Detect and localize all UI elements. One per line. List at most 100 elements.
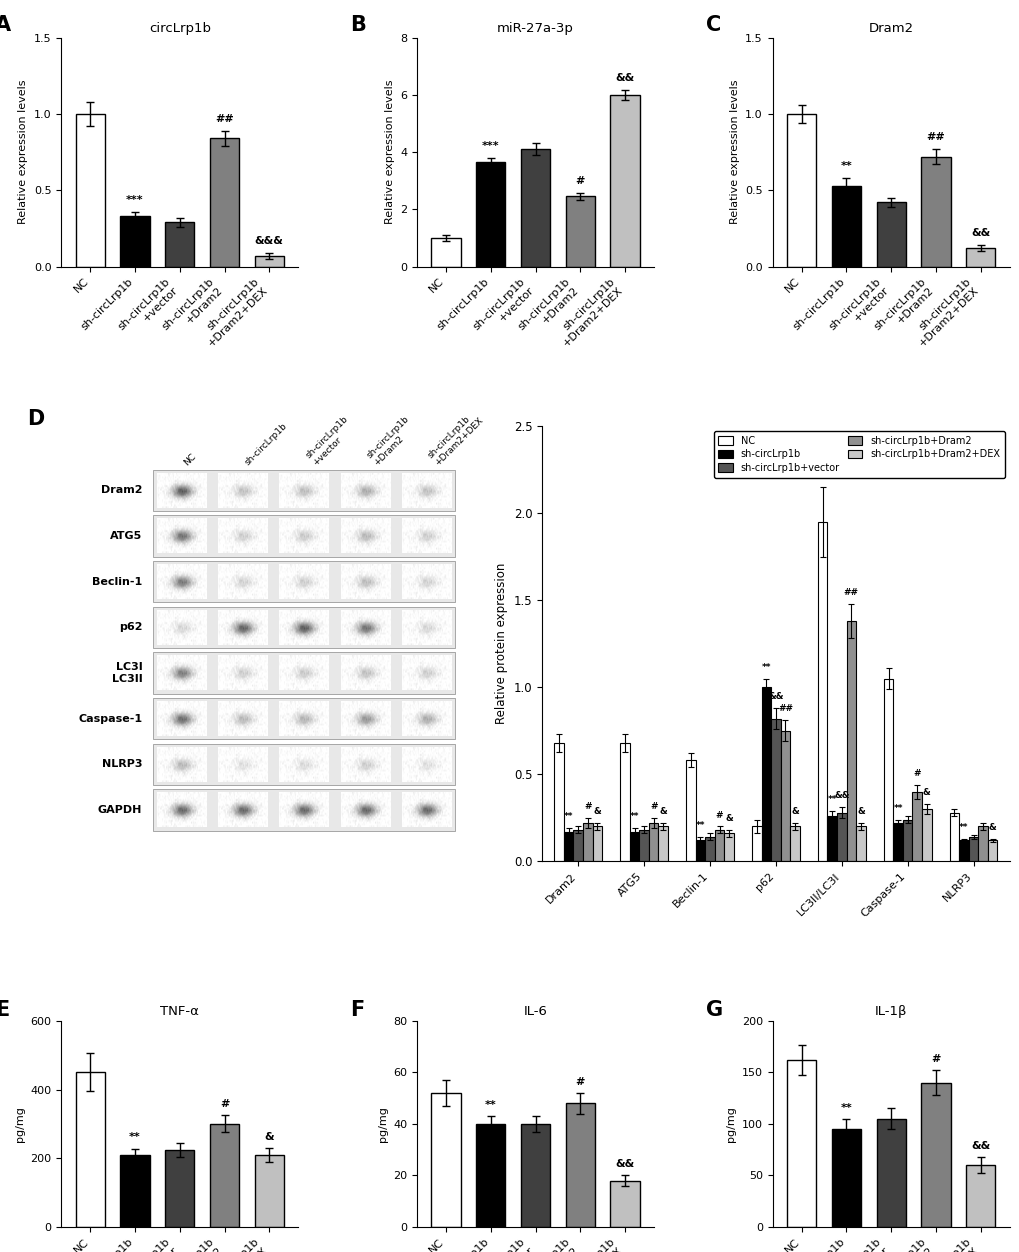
FancyBboxPatch shape: [153, 470, 454, 511]
Bar: [882, 679, 893, 861]
Text: ***: ***: [481, 141, 499, 151]
Text: GAPDH: GAPDH: [98, 805, 143, 815]
Y-axis label: pg/mg: pg/mg: [377, 1106, 387, 1142]
Text: F: F: [351, 1000, 365, 1020]
Y-axis label: pg/mg: pg/mg: [726, 1106, 736, 1142]
Bar: [255, 255, 283, 267]
Title: miR-27a-3p: miR-27a-3p: [496, 23, 574, 35]
Text: D: D: [28, 408, 44, 428]
Bar: [686, 760, 695, 861]
Text: &: &: [658, 808, 666, 816]
Text: &: &: [593, 808, 600, 816]
Bar: [920, 156, 950, 267]
Text: sh-circLrp1b
+Dram2: sh-circLrp1b +Dram2: [365, 414, 418, 467]
Bar: [431, 238, 461, 267]
Y-axis label: Relative expression levels: Relative expression levels: [729, 80, 739, 224]
Text: **: **: [695, 821, 704, 830]
Bar: [965, 248, 995, 267]
Text: &: &: [987, 823, 996, 831]
Bar: [210, 1124, 238, 1227]
Text: **: **: [840, 1103, 852, 1113]
Text: **: **: [564, 813, 573, 821]
Text: ##: ##: [843, 587, 858, 597]
Text: #: #: [220, 1099, 229, 1109]
Text: NC: NC: [181, 452, 198, 467]
Bar: [837, 813, 846, 861]
Bar: [566, 1103, 594, 1227]
Bar: [893, 823, 902, 861]
Bar: [770, 719, 780, 861]
Text: #: #: [913, 769, 920, 777]
Bar: [949, 813, 958, 861]
Text: Dram2: Dram2: [101, 486, 143, 496]
Text: &: &: [791, 808, 798, 816]
Text: &&: &&: [614, 1159, 634, 1169]
Legend: NC, sh-circLrp1b, sh-circLrp1b+vector, sh-circLrp1b+Dram2, sh-circLrp1b+Dram2+DE: NC, sh-circLrp1b, sh-circLrp1b+vector, s…: [713, 431, 1004, 477]
Bar: [620, 742, 629, 861]
Text: p62: p62: [119, 622, 143, 632]
Text: **: **: [826, 795, 837, 804]
Text: &: &: [856, 808, 864, 816]
Bar: [920, 1083, 950, 1227]
Text: A: A: [0, 15, 11, 35]
FancyBboxPatch shape: [153, 516, 454, 557]
Text: **: **: [629, 813, 639, 821]
Bar: [629, 831, 639, 861]
Text: #: #: [575, 1077, 584, 1087]
Y-axis label: Relative expression levels: Relative expression levels: [18, 80, 29, 224]
Bar: [958, 840, 968, 861]
Bar: [120, 1154, 150, 1227]
Bar: [476, 1124, 504, 1227]
Bar: [875, 1119, 905, 1227]
Text: C: C: [705, 15, 720, 35]
Text: ##: ##: [925, 133, 945, 143]
Bar: [832, 1129, 860, 1227]
Bar: [787, 114, 815, 267]
Text: NLRP3: NLRP3: [102, 760, 143, 770]
Bar: [695, 840, 704, 861]
Text: &&: &&: [970, 1141, 989, 1151]
Text: &&: &&: [970, 228, 989, 238]
Bar: [75, 114, 105, 267]
Text: #: #: [575, 177, 584, 187]
Bar: [255, 1154, 283, 1227]
Bar: [977, 826, 987, 861]
Bar: [846, 621, 855, 861]
Text: E: E: [0, 1000, 9, 1020]
Bar: [761, 687, 770, 861]
Bar: [165, 1149, 195, 1227]
Text: **: **: [129, 1133, 141, 1143]
Bar: [968, 836, 977, 861]
Text: **: **: [893, 804, 902, 813]
Text: ##: ##: [777, 705, 792, 714]
Text: **: **: [958, 823, 968, 831]
Bar: [564, 831, 573, 861]
Bar: [965, 1166, 995, 1227]
Text: LC3I
LC3II: LC3I LC3II: [111, 662, 143, 684]
Bar: [875, 203, 905, 267]
Bar: [476, 162, 504, 267]
Title: IL-6: IL-6: [523, 1005, 547, 1018]
FancyBboxPatch shape: [153, 699, 454, 740]
Bar: [704, 836, 714, 861]
Bar: [658, 826, 667, 861]
Bar: [120, 217, 150, 267]
Text: **: **: [840, 162, 852, 172]
Bar: [521, 1124, 549, 1227]
Bar: [780, 731, 790, 861]
Bar: [609, 1181, 639, 1227]
FancyBboxPatch shape: [153, 744, 454, 785]
Text: &&&: &&&: [255, 235, 283, 245]
Text: #: #: [649, 801, 657, 811]
Bar: [165, 223, 195, 267]
FancyBboxPatch shape: [153, 561, 454, 602]
Bar: [75, 1073, 105, 1227]
Y-axis label: Relative expression levels: Relative expression levels: [384, 80, 394, 224]
Bar: [714, 830, 723, 861]
Text: **: **: [761, 662, 770, 671]
Text: sh-circLrp1b
+Dram2+DEX: sh-circLrp1b +Dram2+DEX: [426, 408, 485, 467]
Text: #: #: [715, 810, 722, 820]
FancyBboxPatch shape: [153, 790, 454, 831]
Bar: [566, 197, 594, 267]
Text: #: #: [930, 1054, 940, 1064]
